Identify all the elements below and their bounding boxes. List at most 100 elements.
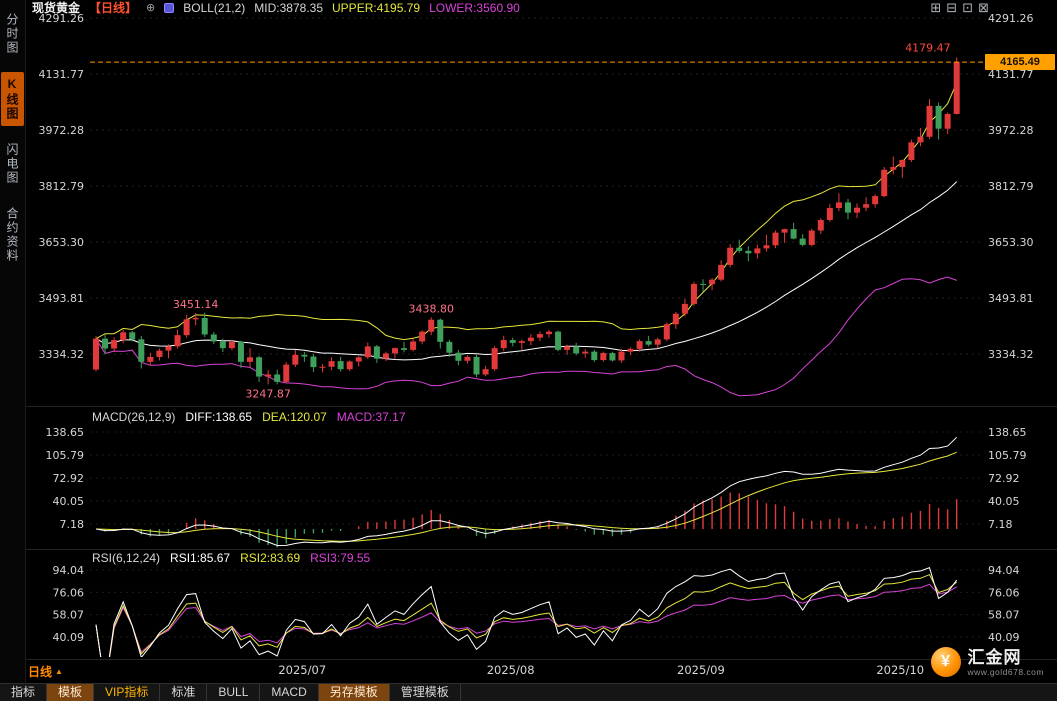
axis-label: 2025/08 bbox=[487, 663, 535, 677]
macd-panel[interactable] bbox=[95, 436, 958, 548]
site-logo[interactable]: ¥ 汇金网 www.gold678.com bbox=[930, 647, 1044, 677]
boll-lower-line bbox=[95, 276, 957, 397]
axis-label: 4291.26 bbox=[39, 12, 85, 25]
dea-line bbox=[95, 451, 957, 542]
toolbar-manage-template[interactable]: 管理模板 bbox=[390, 684, 461, 701]
axis-label: 40.09 bbox=[988, 631, 1020, 644]
logo-text: 汇金网 www.gold678.com bbox=[968, 648, 1044, 677]
macd-dea-value: DEA:120.07 bbox=[262, 410, 327, 424]
axis-label: 3972.28 bbox=[39, 124, 85, 137]
boll-lower-value: LOWER:3560.90 bbox=[429, 1, 520, 15]
axis-label: 3812.79 bbox=[988, 180, 1034, 193]
toolbar-template[interactable]: 模板 bbox=[47, 684, 95, 701]
boll-upper-line bbox=[95, 82, 958, 341]
axis-label: 138.65 bbox=[988, 426, 1027, 439]
layout-single-icon[interactable]: ⊡ bbox=[962, 0, 974, 15]
axis-label: 105.79 bbox=[988, 449, 1027, 462]
layout-popout-icon[interactable]: ⊠ bbox=[978, 0, 989, 15]
axis-label: 40.05 bbox=[988, 495, 1020, 508]
axis-label: 72.92 bbox=[53, 472, 85, 485]
axis-label: 2025/10 bbox=[876, 663, 924, 677]
layout-grid-icon[interactable]: ⊞ bbox=[930, 0, 942, 15]
toolbar-indicators[interactable]: 指标 bbox=[0, 684, 48, 701]
axis-label: 3972.28 bbox=[988, 124, 1034, 137]
axis-label: 7.18 bbox=[60, 518, 85, 531]
price-panel[interactable] bbox=[93, 57, 960, 397]
left-sidebar: 分时图 K线图闪电图合约资料 bbox=[0, 0, 26, 683]
axis-label: 138.65 bbox=[46, 426, 85, 439]
boll-label: BOLL(21,2) bbox=[183, 1, 246, 15]
last-price-value: 4165.49 bbox=[1000, 56, 1040, 69]
toolbar-macd[interactable]: MACD bbox=[260, 684, 319, 701]
axis-label: 3334.32 bbox=[39, 348, 85, 361]
axis-label: 3493.81 bbox=[988, 292, 1034, 305]
axis-label: 2025/07 bbox=[278, 663, 326, 677]
axis-labels-layer: 4291.26 4291.26 4131.77 4131.77 3972.28 3972.… bbox=[39, 12, 1034, 677]
rsi-panel[interactable] bbox=[95, 567, 958, 687]
sidebar-tab-kline[interactable]: K线图 bbox=[1, 72, 24, 126]
huijin-logo-icon: ¥ bbox=[930, 647, 961, 677]
macd-params: MACD(26,12,9) bbox=[92, 410, 176, 424]
axis-label: 4291.26 bbox=[988, 12, 1034, 25]
rsi3-value: RSI3:79.55 bbox=[310, 551, 371, 565]
axis-label: 3653.30 bbox=[988, 236, 1034, 249]
axis-label: 3812.79 bbox=[39, 180, 85, 193]
axis-label: 2025/09 bbox=[677, 663, 725, 677]
axis-label: 76.06 bbox=[53, 586, 85, 599]
axis-label: 76.06 bbox=[988, 586, 1020, 599]
axis-label: 58.07 bbox=[53, 609, 85, 622]
axis-label: 7.18 bbox=[988, 518, 1013, 531]
symbol-name: 现货黄金 bbox=[32, 1, 81, 15]
axis-label: 105.79 bbox=[46, 449, 85, 462]
axis-label: 40.05 bbox=[53, 495, 85, 508]
logo-subtitle: www.gold678.com bbox=[967, 666, 1044, 677]
boll-indicator-icon[interactable] bbox=[164, 3, 175, 13]
sidebar-tab-lightning[interactable]: 闪电图 bbox=[5, 143, 19, 185]
axis-label: 3493.81 bbox=[39, 292, 85, 305]
layout-rows-icon[interactable]: ⊟ bbox=[946, 0, 958, 15]
sidebar-tab-timeshare[interactable]: 分时图 bbox=[5, 13, 19, 55]
logo-title: 汇金网 bbox=[967, 647, 1022, 667]
axis-label: 4131.77 bbox=[39, 68, 85, 81]
rsi-header: RSI(6,12,24) RSI1:85.67 RSI2:83.69 RSI3:… bbox=[92, 551, 370, 565]
chart-header: 现货黄金 【日线】 ⊕ BOLL(21,2) MID:3878.35 UPPER… bbox=[32, 0, 520, 16]
axis-label: 58.07 bbox=[988, 609, 1020, 622]
axis-label: 3334.32 bbox=[988, 348, 1034, 361]
rsi-params: RSI(6,12,24) bbox=[92, 551, 161, 565]
price-annotation: 3451.14 bbox=[173, 298, 219, 311]
candles-layer bbox=[93, 57, 960, 385]
axis-label: 94.04 bbox=[53, 564, 85, 577]
toolbar-standard[interactable]: 标准 bbox=[160, 684, 208, 701]
toolbar-bull[interactable]: BULL bbox=[207, 684, 261, 701]
rsi2-value: RSI2:83.69 bbox=[240, 551, 301, 565]
sidebar-tab-contract[interactable]: 合约资料 bbox=[5, 207, 19, 263]
boll-upper-value: UPPER:4195.79 bbox=[332, 1, 421, 15]
dropdown-arrow-icon: ▲ bbox=[55, 667, 63, 676]
plus-circle-icon[interactable]: ⊕ bbox=[146, 2, 156, 14]
axis-label: 3653.30 bbox=[39, 236, 85, 249]
boll-mid-value: MID:3878.35 bbox=[254, 1, 324, 15]
price-annotation: 3438.80 bbox=[408, 302, 454, 315]
last-price-tag: 4165.49 bbox=[985, 54, 1055, 71]
macd-header: MACD(26,12,9) DIFF:138.65 DEA:120.07 MAC… bbox=[92, 410, 406, 424]
rsi3-line bbox=[95, 583, 957, 657]
toolbar-vip-indicators[interactable]: VIP指标 bbox=[94, 684, 161, 701]
rsi2-line bbox=[95, 573, 958, 657]
axis-label: 40.09 bbox=[53, 631, 85, 644]
macd-hist-value: MACD:37.17 bbox=[336, 410, 406, 424]
macd-diff-value: DIFF:138.65 bbox=[185, 410, 253, 424]
diff-line bbox=[95, 436, 958, 547]
axis-label: 72.92 bbox=[988, 472, 1020, 485]
rsi1-line bbox=[95, 567, 958, 657]
rsi1-value: RSI1:85.67 bbox=[170, 551, 231, 565]
axis-label: 94.04 bbox=[988, 564, 1020, 577]
price-annotation: 3247.87 bbox=[245, 387, 291, 400]
period-selector[interactable]: 日线 ▲ bbox=[28, 663, 63, 680]
gridlines bbox=[26, 17, 1057, 660]
bottom-toolbar: 指标 模板 VIP指标 标准 BULL MACD 另存模板 管理模板 bbox=[0, 683, 1057, 701]
period-label: 日线 bbox=[28, 665, 53, 679]
period-tag[interactable]: 【日线】 bbox=[89, 1, 138, 15]
toolbar-save-template[interactable]: 另存模板 bbox=[318, 684, 390, 701]
price-annotation: 4179.47 bbox=[905, 41, 951, 54]
